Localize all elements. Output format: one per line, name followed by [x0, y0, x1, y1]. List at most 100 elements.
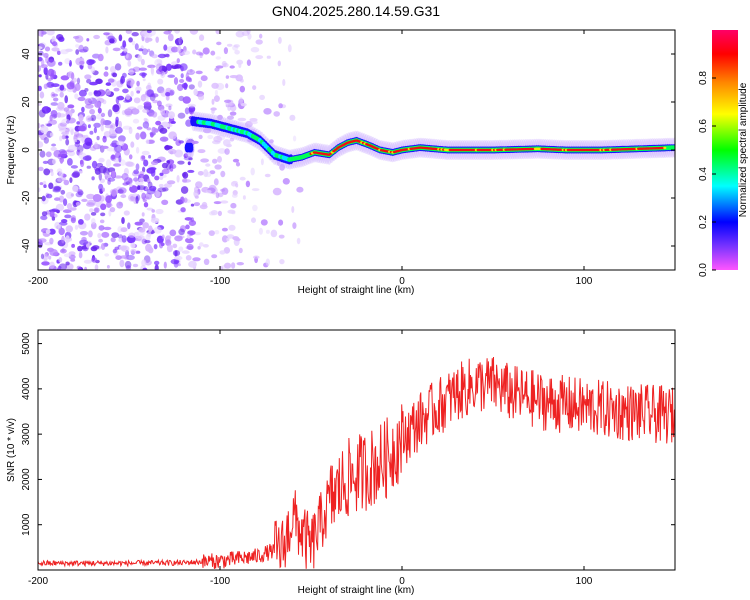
noise-speckle — [291, 206, 295, 213]
noise-speckle — [147, 64, 156, 69]
noise-speckle — [125, 30, 132, 34]
noise-speckle — [193, 190, 199, 198]
noise-speckle — [252, 204, 258, 212]
noise-speckle — [70, 217, 76, 224]
noise-speckle — [215, 30, 221, 35]
noise-speckle — [93, 34, 100, 40]
noise-speckle — [272, 187, 282, 196]
noise-speckle — [85, 142, 93, 146]
noise-speckle — [156, 68, 163, 75]
heatmap-marks — [38, 30, 675, 270]
noise-speckle — [128, 232, 136, 238]
noise-speckle — [137, 105, 144, 110]
noise-speckle — [107, 177, 116, 182]
noise-speckle — [137, 185, 141, 191]
noise-speckle — [146, 188, 156, 195]
noise-speckle — [200, 158, 210, 163]
noise-speckle — [60, 150, 68, 157]
noise-speckle — [128, 69, 134, 75]
noise-speckle — [155, 208, 164, 215]
noise-speckle — [178, 228, 185, 236]
noise-speckle — [238, 247, 243, 254]
noise-speckle — [41, 211, 48, 217]
noise-speckle — [140, 58, 145, 66]
noise-speckle — [56, 267, 61, 270]
colorbar-tick-label: 0.4 — [698, 167, 709, 181]
noise-speckle — [199, 204, 208, 210]
noise-speckle — [69, 177, 73, 184]
noise-speckle — [169, 89, 175, 96]
noise-speckle — [84, 98, 93, 106]
noise-speckle — [40, 125, 49, 134]
noise-speckle — [128, 154, 133, 160]
noise-speckle — [131, 32, 139, 37]
noise-speckle — [48, 228, 56, 235]
noise-speckle — [91, 160, 98, 169]
noise-speckle — [199, 34, 205, 41]
noise-speckle — [138, 173, 145, 179]
noise-speckle — [52, 158, 57, 165]
noise-speckle — [158, 183, 164, 188]
noise-speckle — [113, 87, 120, 92]
noise-speckle — [91, 218, 96, 225]
noise-speckle — [146, 30, 152, 34]
noise-speckle — [72, 77, 78, 83]
noise-speckle — [184, 217, 193, 221]
noise-speckle — [213, 95, 220, 102]
noise-speckle — [140, 94, 147, 102]
noise-speckle — [82, 155, 92, 161]
noise-speckle — [216, 41, 222, 46]
noise-speckle — [111, 232, 120, 239]
noise-speckle — [83, 259, 92, 264]
noise-speckle — [60, 189, 66, 195]
noise-speckle — [161, 168, 170, 175]
noise-speckle — [64, 58, 71, 65]
noise-speckle — [144, 239, 151, 244]
noise-speckle — [245, 180, 251, 188]
noise-speckle — [97, 232, 102, 239]
noise-speckle — [43, 67, 48, 75]
noise-speckle — [163, 53, 170, 58]
heatmap-y-axis-label: Frequency (Hz) — [6, 116, 17, 185]
noise-speckle — [103, 32, 110, 36]
noise-speckle — [224, 99, 232, 104]
noise-speckle — [94, 101, 101, 108]
noise-speckle — [205, 189, 212, 194]
noise-speckle — [174, 30, 181, 34]
noise-speckle — [117, 95, 125, 101]
noise-speckle — [179, 52, 186, 56]
chart-title: GN04.2025.280.14.59.G31 — [272, 3, 440, 19]
noise-speckle — [58, 257, 63, 263]
noise-speckle — [74, 224, 79, 230]
noise-speckle — [260, 158, 264, 166]
noise-speckle — [61, 134, 66, 140]
noise-speckle — [38, 102, 42, 106]
noise-speckle — [98, 157, 105, 163]
noise-speckle — [69, 207, 77, 211]
noise-speckle — [86, 165, 92, 169]
noise-speckle — [89, 81, 98, 86]
snr-series-line — [38, 356, 675, 569]
noise-speckle — [39, 91, 45, 99]
noise-speckle — [78, 89, 87, 97]
noise-speckle — [202, 47, 210, 55]
noise-speckle — [240, 78, 244, 83]
noise-speckle — [135, 86, 142, 93]
noise-speckle — [91, 257, 97, 263]
noise-speckle — [38, 65, 41, 72]
noise-speckle — [102, 136, 107, 143]
noise-speckle — [211, 82, 219, 89]
noise-speckle — [188, 220, 197, 226]
noise-speckle — [194, 232, 201, 236]
noise-speckle — [93, 122, 101, 128]
noise-speckle — [143, 117, 148, 122]
noise-speckle — [40, 64, 48, 69]
noise-speckle — [278, 219, 284, 226]
noise-speckle — [138, 227, 146, 233]
noise-speckle — [193, 88, 198, 96]
noise-speckle — [130, 90, 134, 97]
noise-speckle — [105, 159, 112, 168]
noise-speckle — [74, 83, 81, 91]
noise-speckle — [49, 261, 55, 269]
snr-ticks: -200 -100 0 100 1000 2000 3000 4000 5000 — [21, 330, 675, 587]
